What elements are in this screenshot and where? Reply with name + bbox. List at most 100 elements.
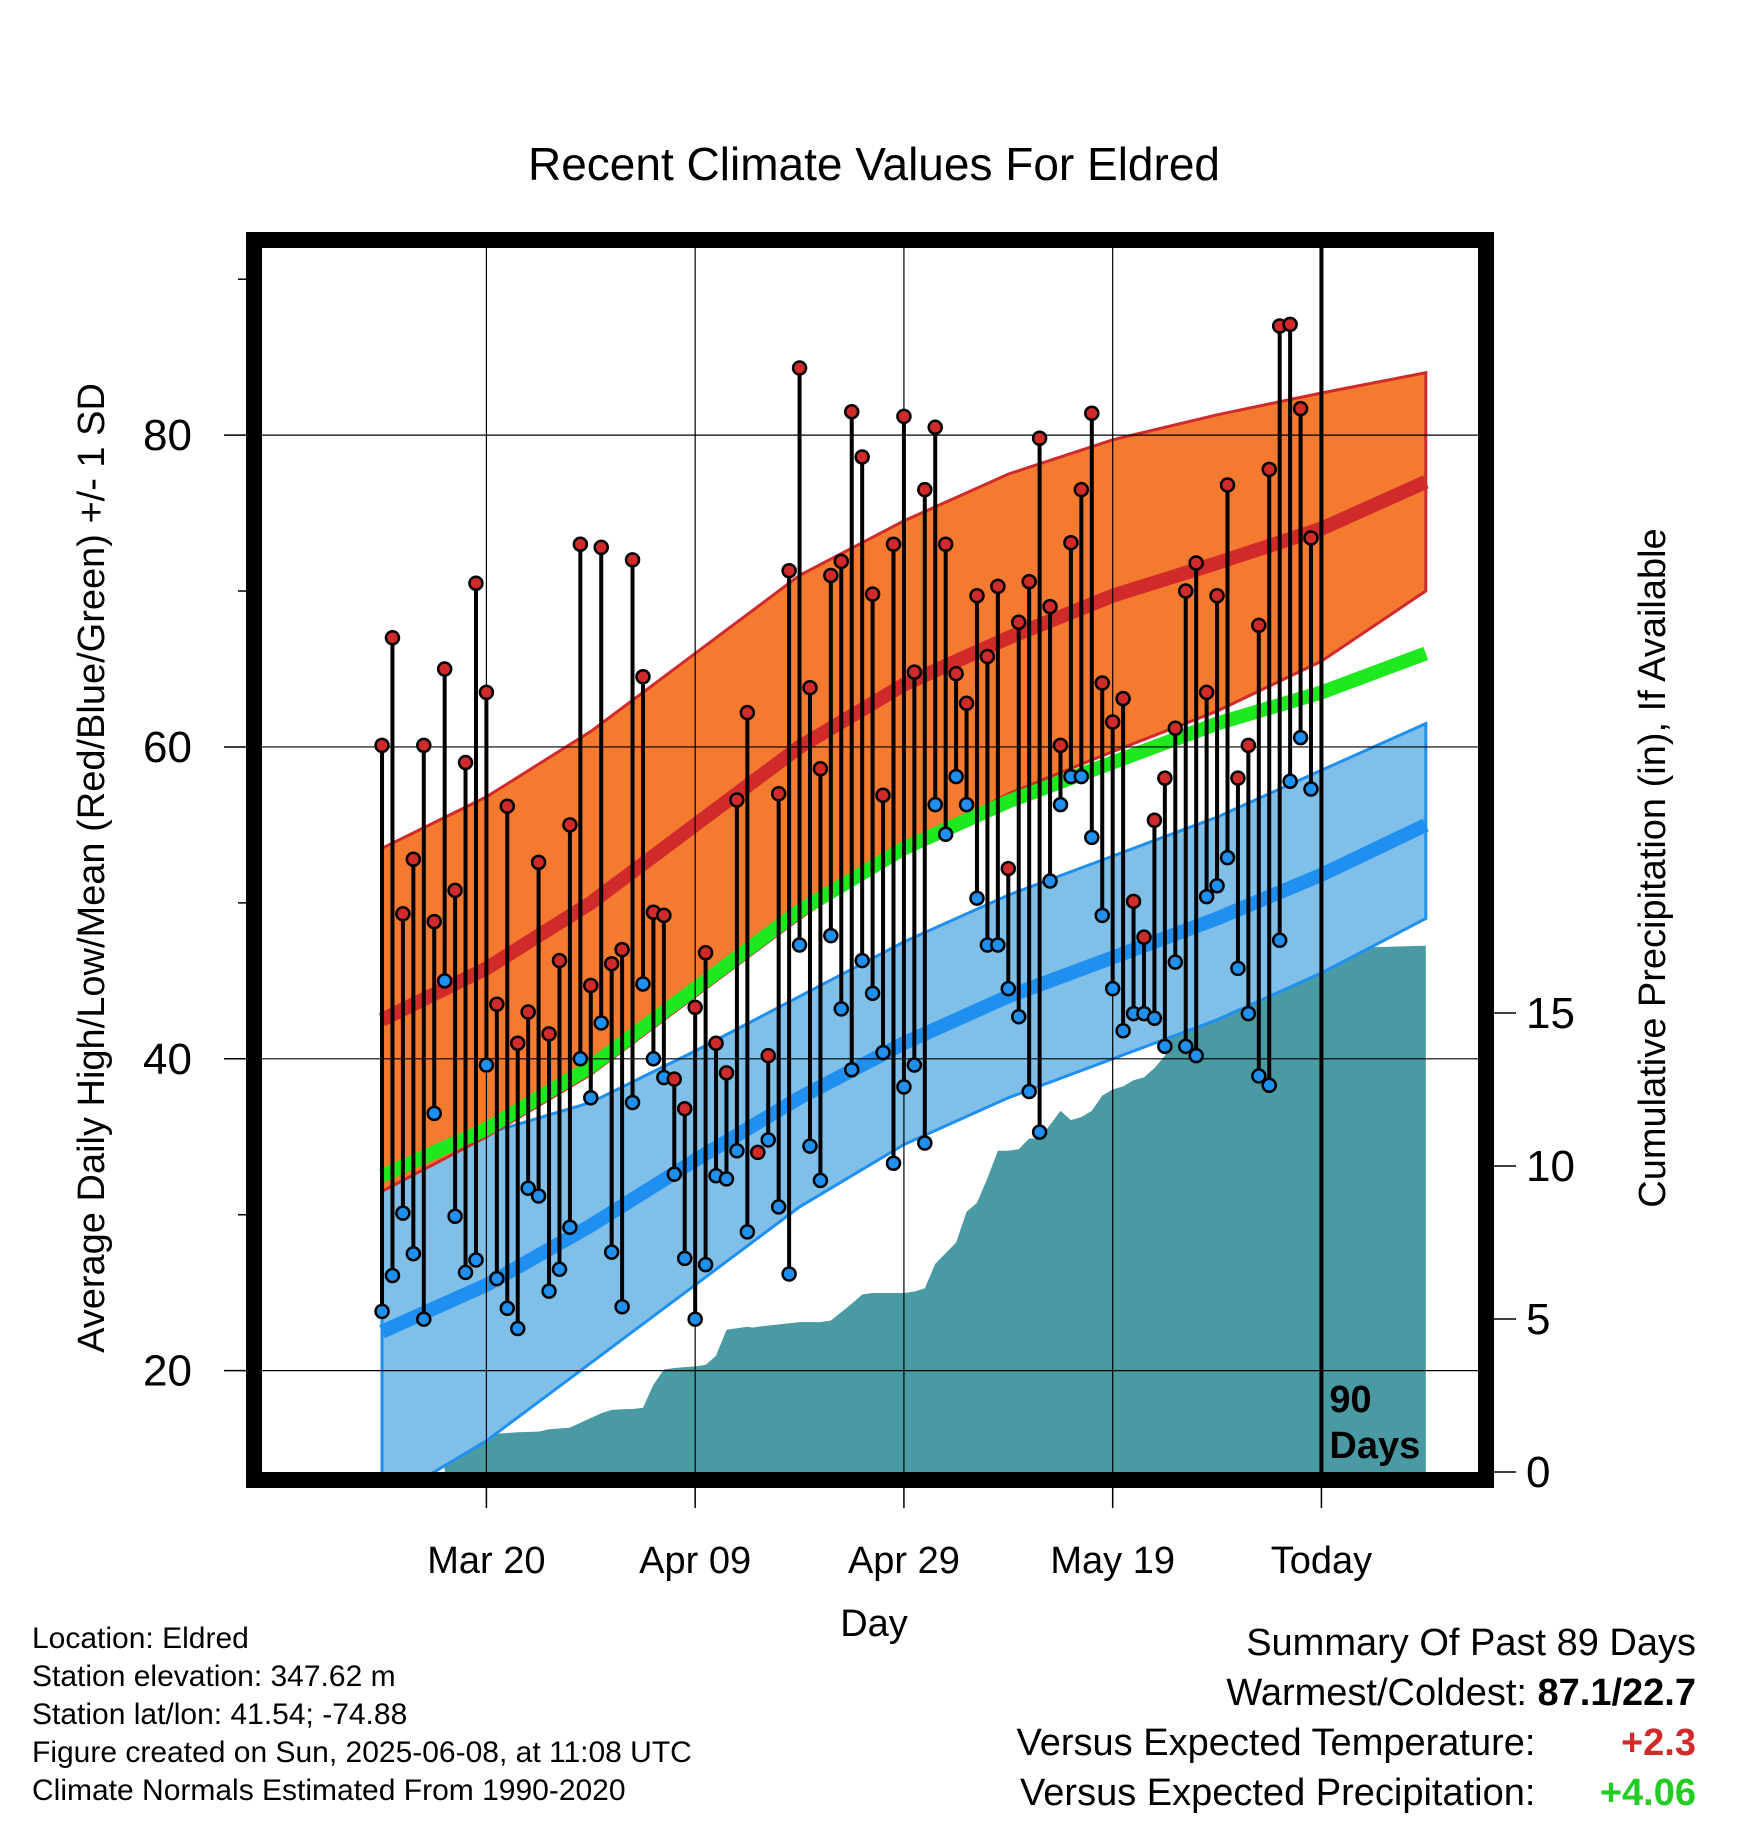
- daily-low-point: [1115, 1022, 1131, 1039]
- daily-high-point: [1021, 573, 1037, 590]
- daily-low-point: [875, 1044, 891, 1061]
- daily-low-point: [843, 1061, 860, 1078]
- daily-low-point: [697, 1256, 714, 1273]
- warm-cold-value: 87.1/22.7: [1537, 1672, 1696, 1714]
- daily-low-point: [718, 1171, 735, 1187]
- daily-high-point: [718, 1065, 735, 1081]
- daily-high-point: [436, 661, 453, 677]
- daily-high-point: [562, 817, 578, 833]
- y-tick-label: 20: [143, 1347, 192, 1396]
- daily-low-point: [1084, 829, 1100, 846]
- warm-cold-label: Warmest/Coldest:: [1226, 1672, 1527, 1714]
- daily-high-point: [541, 1026, 557, 1042]
- daily-low-point: [457, 1264, 474, 1281]
- x-tick-label: Mar 20: [427, 1540, 545, 1582]
- location-text: Location: Eldred: [32, 1622, 249, 1655]
- daily-low-point: [927, 796, 943, 813]
- daily-low-point: [687, 1311, 703, 1327]
- daily-low-point: [1240, 1005, 1257, 1022]
- daily-low-point: [864, 985, 881, 1002]
- daily-low-point: [729, 1143, 745, 1159]
- daily-high-point: [1251, 617, 1267, 634]
- daily-low-point: [1094, 907, 1110, 924]
- today-days-number: 90: [1329, 1379, 1371, 1421]
- daily-high-point: [1303, 530, 1319, 546]
- daily-low-point: [1282, 773, 1298, 790]
- daily-high-point: [854, 449, 870, 465]
- daily-high-point: [1052, 737, 1069, 754]
- daily-high-point: [603, 955, 620, 972]
- daily-low-point: [541, 1283, 557, 1299]
- daily-low-point: [885, 1155, 902, 1172]
- daily-high-point: [812, 761, 829, 777]
- daily-low-point: [499, 1300, 516, 1317]
- daily-high-point: [896, 408, 912, 425]
- daily-high-point: [614, 941, 630, 958]
- daily-low-point: [781, 1266, 797, 1282]
- daily-low-point: [468, 1252, 484, 1268]
- daily-low-point: [1261, 1077, 1277, 1094]
- daily-high-point: [530, 854, 547, 871]
- daily-high-point: [666, 1071, 683, 1087]
- daily-high-point: [656, 907, 672, 924]
- daily-high-point: [1125, 893, 1142, 910]
- daily-low-point: [572, 1051, 589, 1067]
- daily-high-point: [917, 481, 933, 498]
- daily-high-point: [958, 695, 975, 712]
- summary-heading: Summary Of Past 89 Days: [1246, 1622, 1696, 1664]
- daily-high-point: [1282, 316, 1298, 333]
- daily-low-point: [1010, 1008, 1027, 1025]
- daily-high-point: [1031, 430, 1048, 446]
- daily-high-point: [426, 913, 442, 930]
- daily-low-point: [416, 1311, 432, 1327]
- y2-tick-label: 0: [1526, 1448, 1550, 1497]
- y2-tick-label: 5: [1526, 1295, 1550, 1344]
- daily-low-point: [1167, 954, 1184, 970]
- daily-high-point: [468, 575, 484, 591]
- x-tick-label: Apr 09: [639, 1540, 751, 1582]
- daily-high-point: [395, 906, 411, 922]
- daily-high-point: [969, 587, 985, 604]
- daily-high-point: [697, 945, 714, 961]
- daily-low-point: [802, 1138, 818, 1154]
- precip-area: [444, 945, 1426, 1472]
- daily-low-point: [1209, 877, 1225, 894]
- daily-high-point: [593, 539, 609, 556]
- daily-low-point: [990, 937, 1006, 953]
- latlon-text: Station lat/lon: 41.54; -74.88: [32, 1698, 408, 1731]
- daily-low-point: [603, 1244, 620, 1260]
- daily-low-point: [812, 1172, 829, 1189]
- daily-low-point: [551, 1261, 568, 1278]
- daily-low-point: [833, 1001, 850, 1017]
- daily-high-point: [1167, 720, 1184, 736]
- daily-high-point: [843, 403, 860, 420]
- daily-low-point: [1188, 1047, 1204, 1064]
- daily-low-point: [405, 1245, 422, 1262]
- daily-low-point: [1157, 1038, 1173, 1055]
- daily-high-point: [384, 630, 401, 646]
- daily-high-point: [551, 952, 568, 969]
- daily-low-point: [520, 1180, 536, 1196]
- daily-low-point: [1052, 796, 1069, 813]
- daily-high-point: [416, 737, 432, 754]
- daily-low-point: [1219, 849, 1236, 866]
- daily-high-point: [499, 798, 516, 814]
- created-text: Figure created on Sun, 2025-06-08, at 11…: [32, 1736, 692, 1769]
- daily-low-point: [384, 1267, 401, 1284]
- daily-high-point: [1000, 860, 1017, 877]
- daily-high-point: [1063, 534, 1079, 551]
- daily-low-point: [739, 1224, 756, 1240]
- daily-high-point: [635, 669, 651, 685]
- y2-tick-label: 15: [1526, 989, 1575, 1038]
- daily-low-point: [760, 1132, 776, 1148]
- daily-low-point: [1303, 781, 1319, 797]
- daily-low-point: [1021, 1083, 1037, 1100]
- normals-text: Climate Normals Estimated From 1990-2020: [32, 1774, 626, 1807]
- warm-cold-row: Warmest/Coldest: 87.1/22.7: [1017, 1668, 1696, 1718]
- daily-high-point: [520, 1004, 536, 1020]
- daily-low-point: [896, 1079, 912, 1095]
- daily-low-point: [624, 1094, 641, 1111]
- daily-high-point: [1094, 675, 1110, 691]
- daily-low-point: [478, 1057, 495, 1073]
